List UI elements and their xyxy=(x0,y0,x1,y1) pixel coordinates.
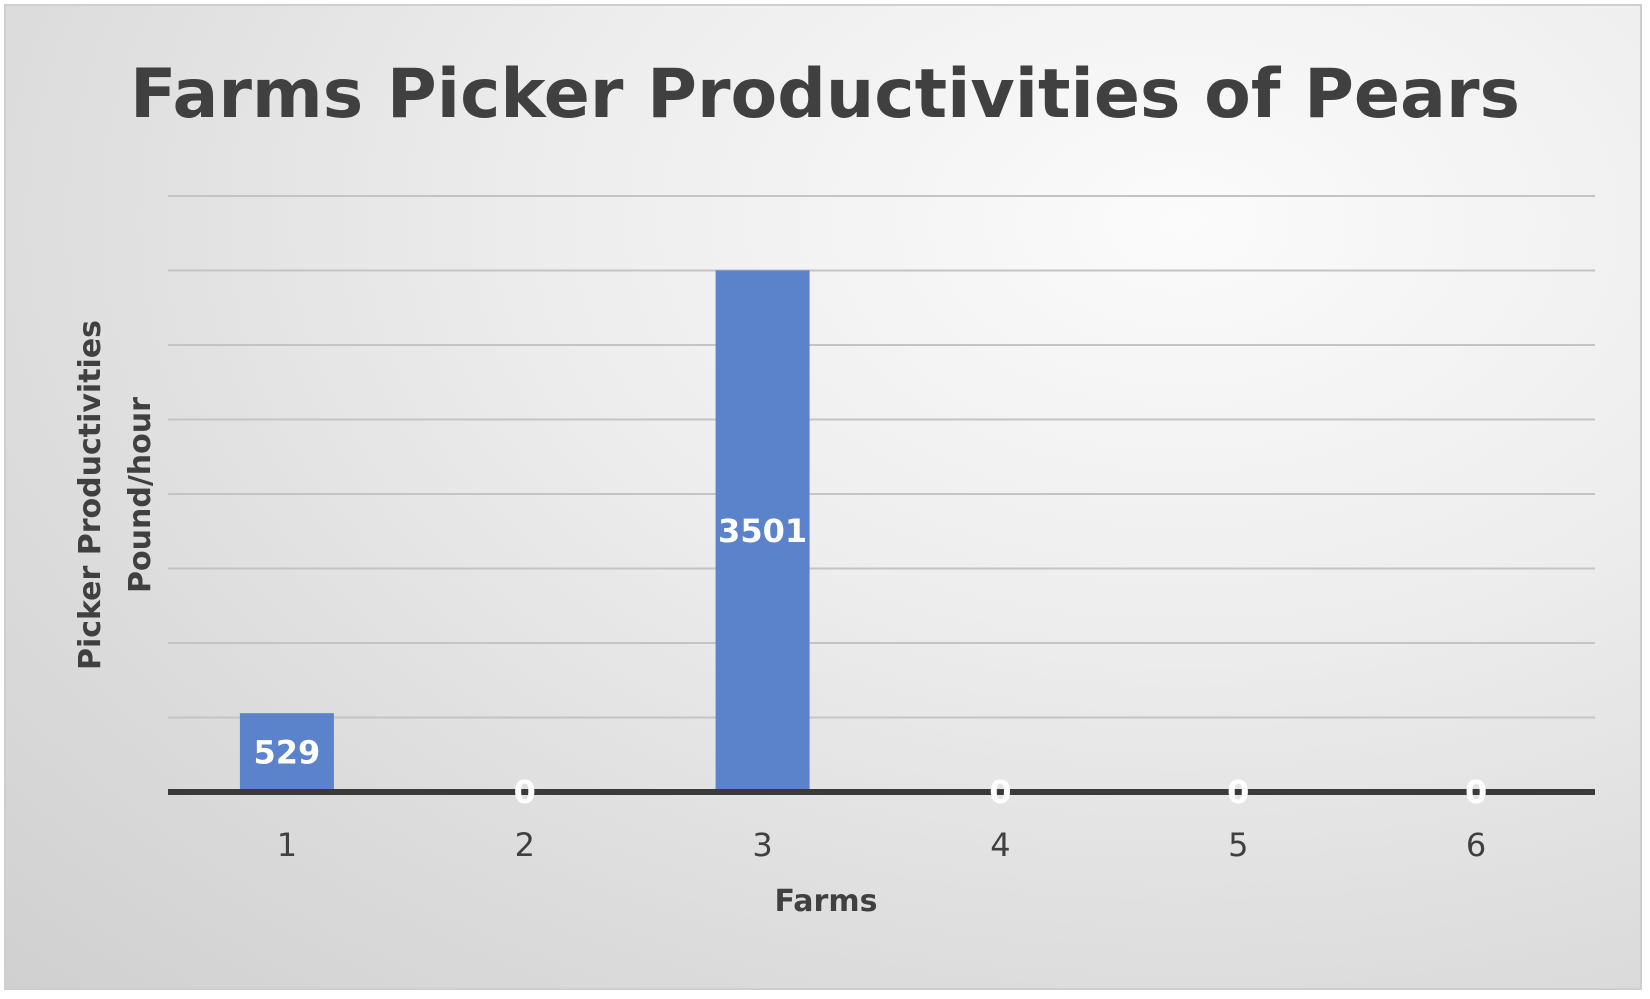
x-axis-title: Farms xyxy=(775,884,878,919)
gridlines xyxy=(168,195,1595,719)
data-label-farm-3: 3501 xyxy=(718,512,807,550)
y-axis-title-line-2: Pound/hour xyxy=(123,397,158,593)
chart-frame xyxy=(4,4,1642,990)
x-tick-label-3: 3 xyxy=(752,826,772,864)
x-tick-label-2: 2 xyxy=(515,826,535,864)
x-tick-label-5: 5 xyxy=(1228,826,1248,864)
data-label-farm-6: 0 xyxy=(1465,773,1487,811)
data-labels: 529 0 3501 0 0 0 xyxy=(254,512,1488,811)
x-tick-labels: 1 2 3 4 5 6 xyxy=(277,826,1487,864)
data-label-farm-2: 0 xyxy=(514,773,536,811)
y-axis-title-line-1: Picker Productivities xyxy=(73,320,108,670)
bar-farm-1 xyxy=(239,713,334,792)
data-label-farm-1: 529 xyxy=(254,734,321,772)
x-tick-label-1: 1 xyxy=(277,826,297,864)
data-label-farm-5: 0 xyxy=(1227,773,1249,811)
data-label-farm-4: 0 xyxy=(989,773,1011,811)
bar-farm-3 xyxy=(715,270,810,792)
chart-title: Farms Picker Productivities of Pears xyxy=(130,55,1520,134)
x-tick-label-4: 4 xyxy=(990,826,1010,864)
x-tick-label-6: 6 xyxy=(1466,826,1486,864)
bars xyxy=(239,270,810,792)
y-axis-title: Picker Productivities Pound/hour xyxy=(73,320,158,670)
